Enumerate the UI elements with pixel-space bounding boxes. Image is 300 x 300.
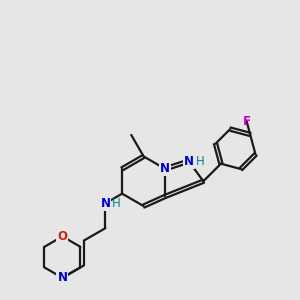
Text: N: N xyxy=(100,197,110,210)
Text: H: H xyxy=(112,197,121,210)
Text: F: F xyxy=(243,115,250,128)
Text: H: H xyxy=(196,155,205,168)
Text: N: N xyxy=(57,271,68,284)
Text: N: N xyxy=(160,162,170,175)
Text: O: O xyxy=(57,230,68,243)
Text: N: N xyxy=(160,162,170,175)
Text: N: N xyxy=(184,155,194,168)
